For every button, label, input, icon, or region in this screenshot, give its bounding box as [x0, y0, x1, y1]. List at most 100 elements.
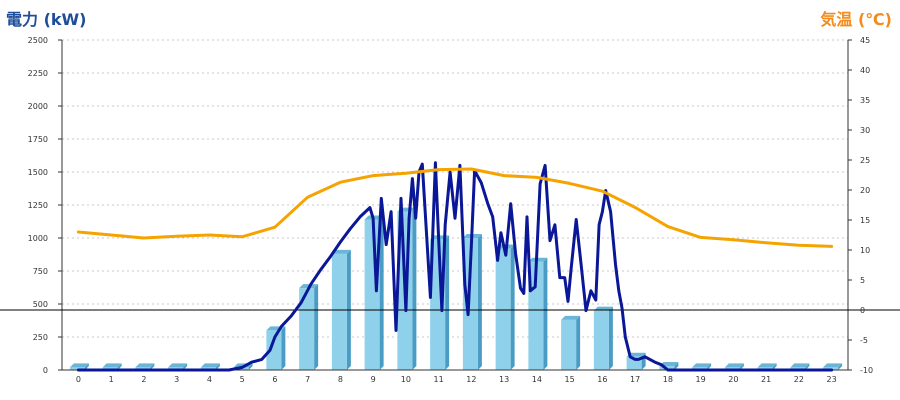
- x-tick-label: 21: [761, 375, 771, 384]
- x-tick-label: 20: [728, 375, 738, 384]
- left-tick-label: 1750: [28, 135, 48, 144]
- bar-side: [314, 284, 319, 370]
- bar-side: [215, 363, 220, 370]
- bar-side: [84, 363, 89, 370]
- x-tick-label: 14: [532, 375, 542, 384]
- x-tick-label: 5: [240, 375, 245, 384]
- grid-layer: [62, 39, 848, 338]
- bar-top: [757, 363, 777, 368]
- bar-top: [102, 363, 122, 368]
- right-tick-label: 20: [860, 186, 870, 195]
- power-line: [76, 161, 834, 372]
- bar-side: [281, 326, 286, 370]
- left-tick-label: 2500: [28, 36, 48, 45]
- bar-side: [150, 363, 155, 370]
- right-tick-label: 30: [860, 126, 870, 135]
- bar-side: [739, 363, 744, 370]
- label-layer: 02505007501000125015001750200022502500-1…: [28, 36, 873, 384]
- bar: [331, 253, 347, 370]
- right-tick-label: 5: [860, 276, 865, 285]
- right-tick-label: -10: [860, 366, 873, 375]
- x-tick-label: 23: [827, 375, 837, 384]
- bar-top: [561, 315, 581, 320]
- bar-side: [445, 235, 450, 370]
- bar: [266, 330, 282, 370]
- x-tick-label: 9: [371, 375, 376, 384]
- bar-side: [608, 306, 613, 370]
- bar: [364, 219, 380, 370]
- x-tick-label: 1: [109, 375, 114, 384]
- left-tick-label: 2000: [28, 102, 48, 111]
- right-axis-title: 気温 (℃): [820, 10, 892, 29]
- right-tick-label: 40: [860, 66, 870, 75]
- x-tick-label: 3: [174, 375, 179, 384]
- right-tick-label: 15: [860, 216, 870, 225]
- left-tick-label: 500: [33, 300, 48, 309]
- x-tick-label: 16: [597, 375, 607, 384]
- left-tick-label: 1000: [28, 234, 48, 243]
- x-tick-label: 11: [434, 375, 444, 384]
- left-tick-label: 250: [33, 333, 48, 342]
- x-tick-label: 8: [338, 375, 343, 384]
- temperature-line: [76, 167, 834, 248]
- bar: [69, 367, 85, 370]
- bar-layer: [69, 207, 843, 370]
- bar-side: [412, 207, 417, 370]
- bar-top: [69, 363, 89, 368]
- right-tick-label: 10: [860, 246, 870, 255]
- bar-top: [200, 363, 220, 368]
- bar-top: [724, 363, 744, 368]
- bar-side: [576, 315, 581, 370]
- right-tick-label: 45: [860, 36, 870, 45]
- bar-side: [838, 363, 843, 370]
- bar-side: [707, 363, 712, 370]
- bar-top: [823, 363, 843, 368]
- bar-side: [248, 363, 253, 370]
- bar-top: [692, 363, 712, 368]
- bar-side: [117, 363, 122, 370]
- x-tick-label: 2: [141, 375, 146, 384]
- bar-side: [805, 363, 810, 370]
- right-tick-label: 25: [860, 156, 870, 165]
- bar: [495, 248, 511, 370]
- x-tick-label: 4: [207, 375, 212, 384]
- right-tick-label: 35: [860, 96, 870, 105]
- bar-top: [135, 363, 155, 368]
- left-tick-label: 1500: [28, 168, 48, 177]
- x-tick-label: 10: [401, 375, 411, 384]
- x-tick-label: 6: [272, 375, 277, 384]
- bar-side: [510, 244, 515, 370]
- left-axis-title: 電力 (kW): [6, 10, 87, 29]
- right-tick-label: -5: [860, 336, 868, 345]
- bar: [462, 238, 478, 370]
- x-tick-label: 7: [305, 375, 310, 384]
- left-tick-label: 750: [33, 267, 48, 276]
- bar: [593, 310, 609, 370]
- bar-side: [772, 363, 777, 370]
- bar-top: [790, 363, 810, 368]
- x-tick-label: 17: [630, 375, 640, 384]
- x-tick-label: 12: [466, 375, 476, 384]
- right-tick-label: 0: [860, 306, 865, 315]
- left-tick-label: 0: [43, 366, 48, 375]
- bar-top: [168, 363, 188, 368]
- x-tick-label: 18: [663, 375, 673, 384]
- left-tick-label: 1250: [28, 201, 48, 210]
- line-layer: [76, 161, 834, 372]
- bar-side: [379, 215, 384, 370]
- bar-top: [659, 362, 679, 367]
- x-tick-label: 19: [696, 375, 706, 384]
- bar-top: [331, 249, 351, 254]
- x-tick-label: 22: [794, 375, 804, 384]
- bar-side: [183, 363, 188, 370]
- bar: [561, 319, 577, 370]
- left-tick-label: 2250: [28, 69, 48, 78]
- bar-side: [543, 257, 548, 370]
- axis-layer: [0, 39, 900, 371]
- x-tick-label: 13: [499, 375, 509, 384]
- bar: [299, 288, 315, 370]
- x-tick-label: 0: [76, 375, 81, 384]
- bar-side: [477, 234, 482, 370]
- x-tick-label: 15: [565, 375, 575, 384]
